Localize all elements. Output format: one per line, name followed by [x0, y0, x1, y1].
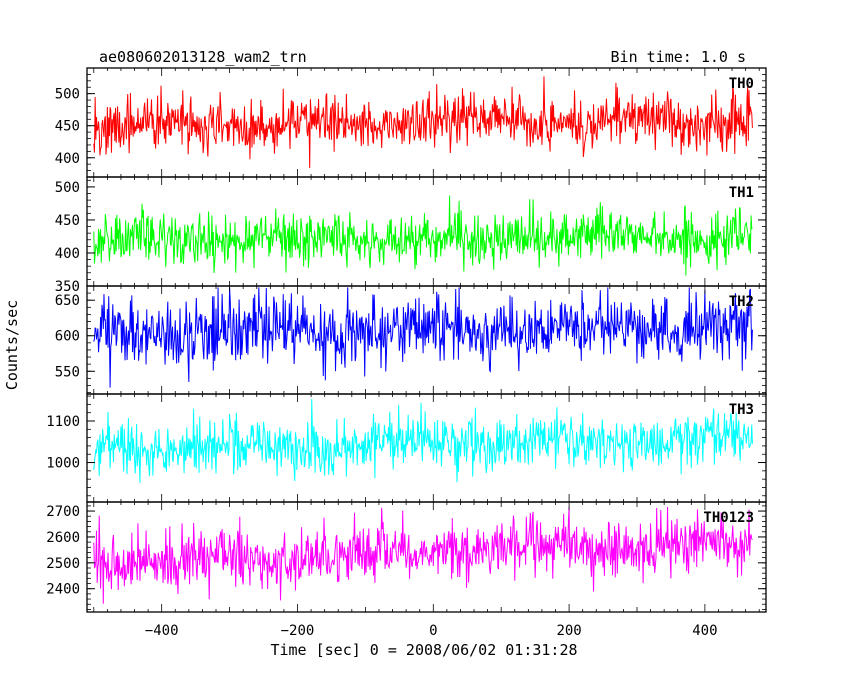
series-line-th0 [93, 76, 753, 169]
panel-th1: 350 400 450 500 TH1 [55, 176, 767, 295]
y-tick-label: 550 [55, 364, 80, 380]
panel-frame [86, 501, 767, 613]
y-axis-title: Counts/sec [3, 300, 21, 390]
panel-label-th1: TH1 [729, 185, 754, 201]
panel-th2: 550 600 650 TH2 [55, 285, 767, 395]
y-tick-label: 650 [55, 293, 80, 309]
series-line-th3 [93, 399, 753, 483]
y-tick-label: 2500 [46, 556, 80, 572]
y-tick-label: 500 [55, 180, 80, 196]
panel-th3: 1000 1100 TH3 [46, 393, 767, 503]
y-tick-label: 600 [55, 329, 80, 345]
panel-label-th3: TH3 [729, 402, 754, 418]
bin-time-label: Bin time: 1.0 s [611, 48, 746, 66]
y-tick-label: 2700 [46, 504, 80, 520]
y-tick-label: 1100 [46, 414, 80, 430]
y-tick-label: 400 [55, 151, 80, 167]
x-tick-label: −200 [281, 623, 315, 639]
y-tick-label: 350 [55, 279, 80, 295]
series-line-th2 [93, 287, 753, 388]
panel-th0: 400 450 500 TH0 [55, 67, 767, 178]
y-tick-label: 2400 [46, 582, 80, 598]
series-line-th0123 [93, 506, 753, 604]
x-tick-label: −400 [145, 623, 179, 639]
panels-group: 400 450 500 TH0 350 400 450 500 TH1 550 600 650 TH2 1… [46, 67, 767, 613]
panel-label-th0: TH0 [729, 76, 754, 92]
source-name-title: ae080602013128_wam2_trn [99, 48, 307, 66]
x-tick-label: 400 [692, 623, 717, 639]
panel-label-th0123: TH0123 [703, 510, 754, 526]
panel-th0123: 2400 2500 2600 2700 TH0123 [46, 501, 767, 613]
y-tick-label: 2600 [46, 530, 80, 546]
x-axis: −400 −200 0 200 400 [145, 623, 718, 639]
y-tick-label: 500 [55, 87, 80, 103]
y-tick-label: 450 [55, 119, 80, 135]
y-tick-label: 1000 [46, 456, 80, 472]
x-tick-label: 200 [556, 623, 581, 639]
x-axis-title: Time [sec] 0 = 2008/06/02 01:31:28 [270, 641, 577, 659]
series-line-th1 [93, 195, 753, 276]
panel-label-th2: TH2 [729, 294, 754, 310]
x-tick-label: 0 [429, 623, 437, 639]
y-tick-label: 400 [55, 246, 80, 262]
y-tick-label: 450 [55, 213, 80, 229]
